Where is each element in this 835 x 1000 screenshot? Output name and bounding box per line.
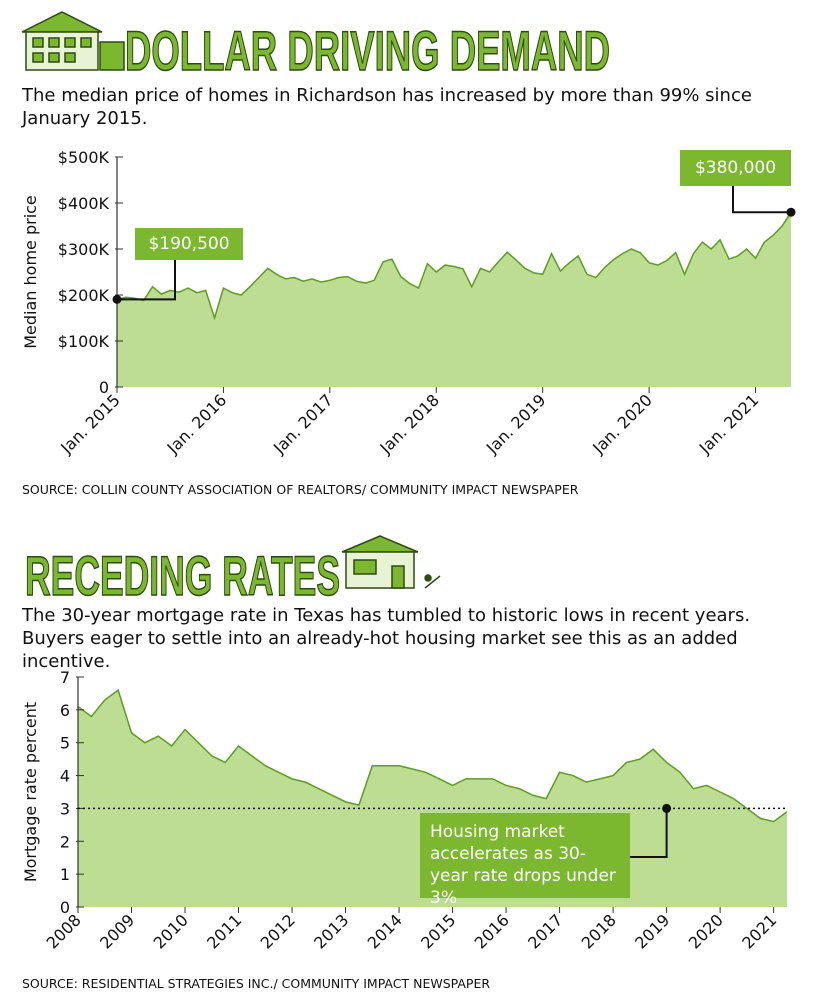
x-tick-label: 2010 xyxy=(150,910,192,952)
x-tick-label: 2011 xyxy=(203,910,245,952)
y-tick-label: 6 xyxy=(60,701,70,720)
x-tick-label: Jan. 2020 xyxy=(588,390,656,458)
x-tick-label: Jan. 2021 xyxy=(695,390,763,458)
y-tick-label: $300K xyxy=(58,240,110,259)
x-tick-label: Jan. 2017 xyxy=(269,390,337,458)
source: SOURCE: COLLIN COUNTY ASSOCIATION OF REA… xyxy=(22,482,579,497)
source: SOURCE: RESIDENTIAL STRATEGIES INC./ COM… xyxy=(22,976,490,991)
x-tick-label: 2014 xyxy=(364,910,406,952)
y-tick-label: 7 xyxy=(60,668,70,687)
house-icon xyxy=(21,11,125,71)
subtitle: The 30-year mortgage rate in Texas has t… xyxy=(22,605,751,672)
line xyxy=(77,688,788,823)
x-tick-label: Jan. 2015 xyxy=(56,390,124,458)
y-tick-label: $200K xyxy=(58,286,110,305)
annotation-point xyxy=(662,803,672,813)
x-tick-label: Jan. 2018 xyxy=(376,390,444,458)
annotation: $190,500 xyxy=(135,228,243,260)
x-tick-label: 2020 xyxy=(685,910,727,952)
line xyxy=(116,211,792,321)
annotation-point xyxy=(112,294,122,304)
area xyxy=(117,212,791,387)
y-tick-label: $400K xyxy=(58,194,110,213)
chart-title: DOLLAR DRIVING DEMAND xyxy=(125,19,610,82)
x-tick-label: 2013 xyxy=(310,910,352,952)
x-tick-label: 2009 xyxy=(96,910,138,952)
chart-title: RECEDING RATES xyxy=(25,544,340,607)
annotation-point xyxy=(786,207,796,217)
x-tick-label: 2015 xyxy=(417,910,459,952)
x-tick-label: 2019 xyxy=(631,910,673,952)
annotation: $380,000 xyxy=(680,150,791,186)
y-axis-label: Median home price xyxy=(21,195,40,349)
x-tick-label: Jan. 2016 xyxy=(163,390,231,458)
y-tick-label: 0 xyxy=(60,898,70,917)
y-tick-label: $500K xyxy=(58,148,110,167)
x-tick-label: 2018 xyxy=(578,910,620,952)
x-tick-label: 2017 xyxy=(524,910,566,952)
y-axis-label: Mortgage rate percent xyxy=(21,702,40,882)
y-tick-label: 5 xyxy=(60,734,70,753)
subtitle: The median price of homes in Richardson … xyxy=(22,85,752,129)
x-tick-label: 2016 xyxy=(471,910,513,952)
x-tick-label: Jan. 2019 xyxy=(482,390,550,458)
x-tick-label: 2021 xyxy=(738,910,780,952)
y-tick-label: 0 xyxy=(99,378,109,397)
x-tick-label: 2012 xyxy=(257,910,299,952)
y-tick-label: 3 xyxy=(60,799,70,818)
annotation-connector xyxy=(630,808,668,858)
y-tick-label: 2 xyxy=(60,832,70,851)
x-tick-label: 2008 xyxy=(43,910,85,952)
y-tick-label: 4 xyxy=(60,767,70,786)
y-tick-label: 1 xyxy=(60,865,70,884)
annotation-connector xyxy=(732,186,791,214)
y-tick-label: $100K xyxy=(58,332,110,351)
house-icon xyxy=(341,535,441,589)
annotation-connector xyxy=(117,260,176,301)
annotation: Housing market accelerates as 30-year ra… xyxy=(420,813,630,908)
